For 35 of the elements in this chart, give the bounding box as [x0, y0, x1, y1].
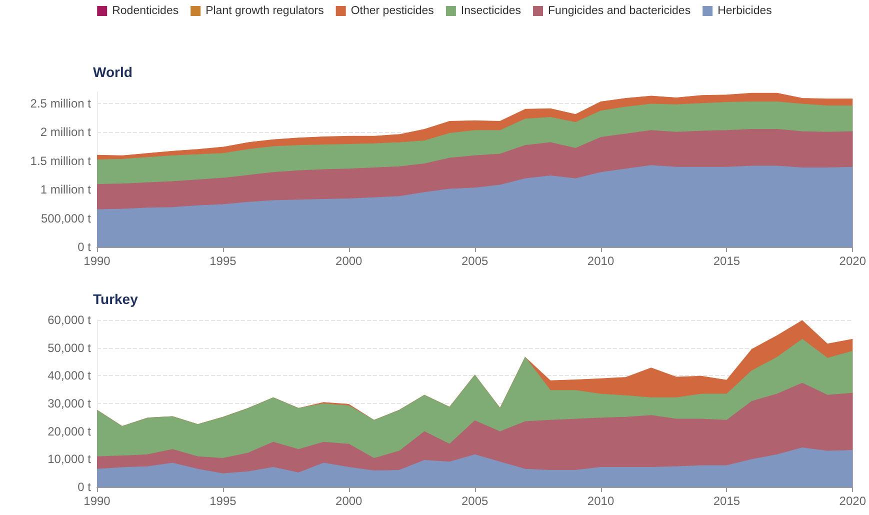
x-tick-label: 2020: [839, 254, 866, 268]
y-tick-label: 10,000 t: [48, 452, 92, 466]
x-tick-label: 2015: [713, 494, 740, 508]
y-tick-label: 1.5 million t: [30, 154, 92, 168]
x-tick-label: 2020: [839, 494, 866, 508]
y-tick-label: 30,000 t: [48, 396, 92, 410]
legend-label: Insecticides: [460, 5, 522, 17]
legend-label: Herbicides: [718, 5, 772, 17]
chart-title: World: [93, 64, 132, 80]
chart-title: Turkey: [93, 291, 138, 307]
y-tick-label: 2 million t: [40, 125, 92, 140]
y-tick-label: 0 t: [78, 240, 92, 254]
legend-label: Fungicides and bactericides: [548, 5, 691, 17]
legend-label: Other pesticides: [350, 5, 434, 17]
x-tick-label: 2005: [461, 254, 488, 268]
x-tick-label: 2010: [587, 494, 614, 508]
y-tick-label: 2.5 million t: [30, 96, 92, 110]
y-tick-label: 40,000 t: [48, 368, 92, 383]
x-tick-label: 1990: [84, 254, 111, 268]
x-tick-label: 2010: [587, 254, 614, 268]
legend-label: Rodenticides: [112, 5, 179, 17]
x-tick-label: 2000: [336, 494, 363, 508]
x-tick-label: 2000: [336, 254, 363, 268]
y-tick-label: 1 million t: [40, 182, 92, 197]
x-tick-label: 2005: [461, 494, 488, 508]
y-tick-label: 0 t: [78, 480, 92, 494]
y-tick-label: 20,000 t: [48, 424, 92, 438]
x-tick-label: 2015: [713, 254, 740, 268]
y-tick-label: 500,000 t: [40, 211, 92, 226]
y-tick-label: 50,000 t: [48, 340, 92, 355]
x-tick-label: 1995: [210, 254, 237, 268]
y-tick-label: 60,000 t: [48, 313, 92, 327]
x-tick-label: 1995: [210, 494, 237, 508]
legend-label: Plant growth regulators: [206, 5, 324, 17]
x-tick-label: 1990: [84, 494, 111, 508]
